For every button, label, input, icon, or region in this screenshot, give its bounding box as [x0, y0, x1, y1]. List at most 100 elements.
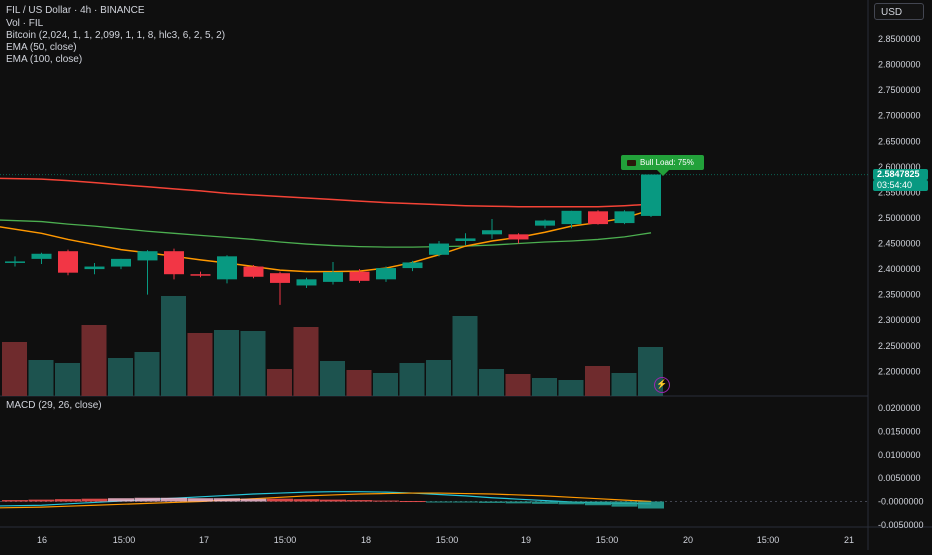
candle-body [429, 243, 449, 255]
candle-body [402, 262, 423, 269]
macd-histogram-bar [638, 501, 664, 509]
time-axis-label: 15:00 [436, 535, 459, 545]
time-axis-label: 15:00 [596, 535, 619, 545]
time-axis-label: 17 [199, 535, 209, 545]
volume-bar [399, 363, 425, 396]
volume-bar [585, 366, 610, 396]
volume-bar [373, 373, 398, 396]
volume-legend: Vol · FIL [6, 18, 44, 29]
time-axis-label: 15:00 [757, 535, 780, 545]
volume-bar [55, 363, 80, 396]
bull-load-badge: Bull Load: 75% [621, 155, 704, 170]
candle-body [641, 174, 661, 216]
macd-axis-label: 0.0200000 [878, 403, 921, 413]
macd-histogram-bar [346, 500, 373, 502]
macd-histogram-bar [558, 501, 585, 505]
last-price-tag: 2.5847825 [873, 169, 928, 180]
volume-bar [134, 352, 160, 396]
macd-histogram-bar [373, 500, 399, 502]
volume-bar [108, 358, 133, 396]
macd-histogram-bar [2, 500, 28, 502]
candle-layer [5, 174, 661, 305]
macd-histogram-bar [611, 501, 638, 507]
candle-body [5, 261, 25, 263]
volume-bar [240, 331, 266, 396]
bar-countdown: 03:54:40 [873, 180, 928, 191]
macd-legend: MACD (29, 26, close) [6, 400, 102, 411]
lightning-icon[interactable]: ⚡ [654, 377, 670, 393]
candle-body [270, 273, 290, 283]
volume-bar [214, 330, 239, 396]
macd-histogram-bar [399, 501, 426, 503]
candle-body [111, 258, 131, 267]
candle-body [31, 253, 52, 259]
candle-body [376, 268, 396, 280]
volume-bar [611, 373, 637, 396]
macd-axis-label: -0.0000000 [878, 497, 924, 507]
volume-bar [346, 370, 372, 396]
macd-histogram-bar [28, 499, 55, 502]
time-axis-label: 15:00 [274, 535, 297, 545]
macd-histogram-bar [81, 498, 108, 502]
symbol-legend: FIL / US Dollar · 4h · BINANCE [6, 5, 145, 16]
price-axis-label: 2.4000000 [878, 264, 921, 274]
macd-histogram-bar [426, 501, 452, 503]
volume-bar [426, 360, 451, 396]
macd-histogram-bar [585, 501, 611, 506]
price-axis-label: 2.2500000 [878, 341, 921, 351]
macd-histogram-bar [452, 501, 479, 503]
volume-bar [2, 342, 27, 396]
bitcoin-legend: Bitcoin (2,024, 1, 1, 2,099, 1, 1, 8, hl… [6, 30, 226, 41]
price-axis-label: 2.3500000 [878, 290, 921, 300]
volume-bar [479, 369, 504, 396]
price-axis-label: 2.8000000 [878, 60, 921, 70]
candle-body [296, 279, 317, 286]
price-axis-label: 2.2000000 [878, 366, 921, 376]
candle-body [508, 234, 529, 240]
candle-body [58, 251, 78, 273]
volume-bar [452, 316, 478, 396]
macd-histogram-bar [505, 501, 532, 504]
candle-body [455, 238, 476, 241]
price-axis-label: 2.3000000 [878, 315, 921, 325]
volume-bar [161, 296, 186, 396]
candle-body [217, 256, 237, 280]
volume-bar [293, 327, 319, 396]
macd-axis-label: -0.0050000 [878, 520, 924, 530]
macd-histogram-bar [320, 499, 346, 502]
candle-body [588, 211, 608, 225]
bull-badge-pointer [657, 170, 669, 176]
currency-button[interactable]: USD [874, 3, 924, 20]
price-axis-label: 2.5000000 [878, 213, 921, 223]
macd-histogram-bar [214, 498, 240, 502]
candle-body [482, 230, 502, 235]
time-axis-label: 15:00 [113, 535, 136, 545]
candle-body [137, 251, 158, 261]
macd-axis-label: 0.0050000 [878, 473, 921, 483]
price-axis-label: 2.8500000 [878, 34, 921, 44]
price-axis-label: 2.6500000 [878, 136, 921, 146]
candle-body [164, 251, 184, 275]
time-axis-label: 19 [521, 535, 531, 545]
ema100-line [0, 177, 652, 208]
macd-histogram-bar [479, 501, 505, 503]
candle-body [535, 220, 555, 226]
candle-body [561, 210, 582, 225]
candle-body [349, 271, 370, 281]
macd-histogram-bar [187, 498, 214, 502]
price-axis-label: 2.6000000 [878, 162, 921, 172]
volume-bar [505, 374, 531, 396]
macd-histogram-bar [108, 498, 134, 502]
volume-layer [2, 296, 663, 396]
time-axis-label: 21 [844, 535, 854, 545]
volume-bar [81, 325, 107, 396]
volume-bar [320, 361, 345, 396]
macd-histogram-bar [293, 499, 320, 502]
volume-bar [28, 360, 54, 396]
macd-histogram-bar [267, 498, 293, 502]
candle-body [243, 266, 264, 277]
ema100-legend: EMA (100, close) [6, 54, 83, 65]
